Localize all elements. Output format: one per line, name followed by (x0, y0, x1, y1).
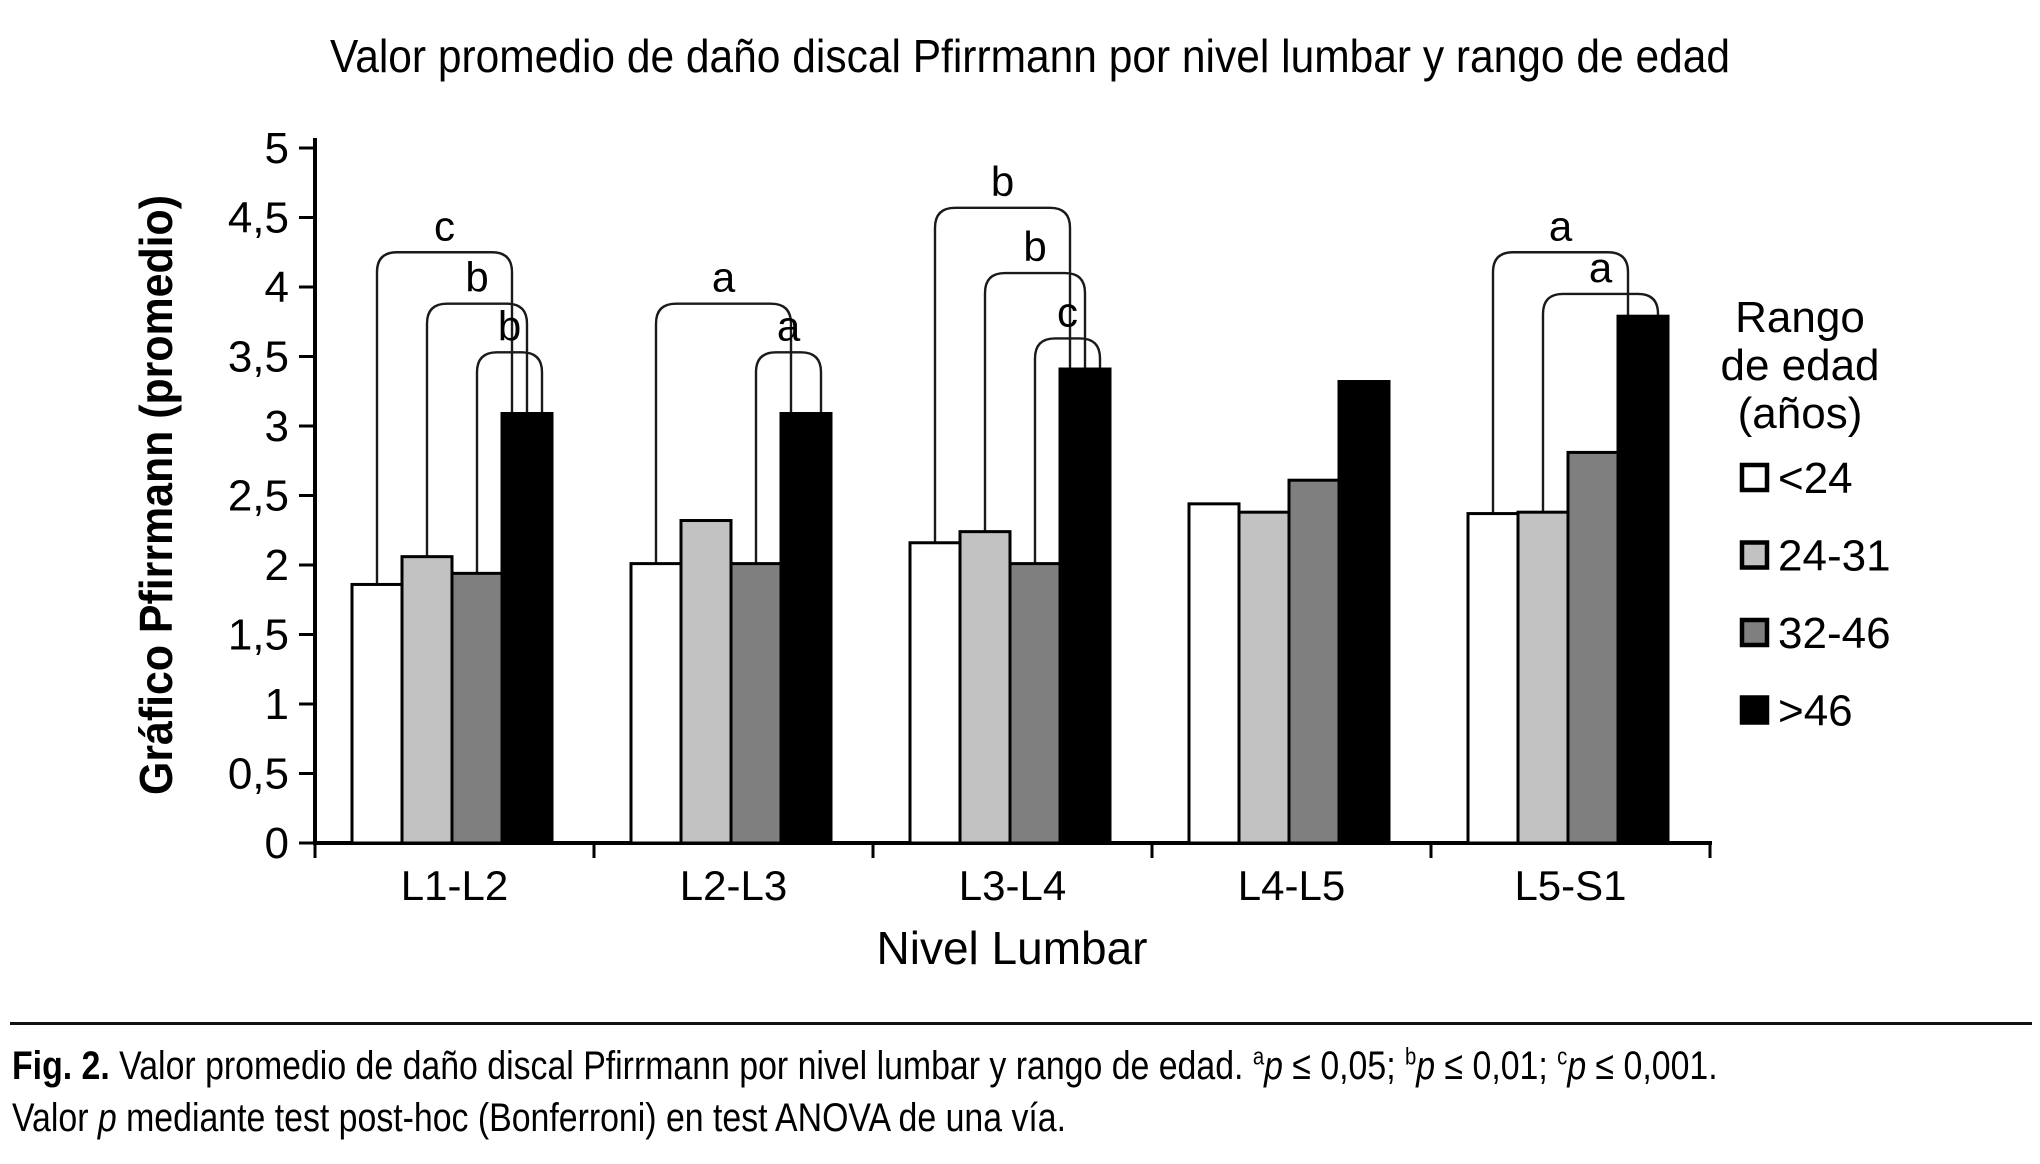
significance-bracket (754, 351, 823, 564)
legend-title-line: (años) (1738, 389, 1863, 438)
bar-L3-L4-24-31 (958, 530, 1012, 845)
legend-marker->46 (1739, 695, 1770, 725)
legend-item-label: <24 (1778, 454, 1853, 503)
legend-marker-<24 (1739, 462, 1770, 493)
legend-marker-24-31 (1739, 540, 1770, 570)
caption-superscript: b (1405, 1043, 1417, 1071)
bracket-significance-label: c (1057, 288, 1078, 335)
bar-L5-S1-<24 (1466, 512, 1520, 845)
bar-L4-L5-32-46 (1287, 478, 1341, 845)
bracket-significance-label: a (1589, 244, 1613, 291)
y-tick-label: 1,5 (228, 611, 289, 660)
bar-L2-L3-24-31 (679, 519, 733, 845)
y-tick-label: 2 (265, 541, 289, 590)
y-tick-label: 0,5 (228, 750, 289, 799)
caption-divider (10, 1022, 2032, 1025)
significance-bracket (375, 251, 514, 585)
caption-segment: p (97, 1096, 117, 1140)
caption-segment: Valor promedio de daño discal Pfirrmann … (109, 1044, 1253, 1088)
y-tick-label: 2,5 (228, 472, 289, 521)
legend-item-label: 32-46 (1778, 609, 1891, 658)
caption-segment: p (1416, 1044, 1436, 1088)
caption-segment: ≤ 0,05; (1282, 1044, 1406, 1088)
bar-L4-L5->46 (1337, 380, 1391, 845)
bracket-significance-label: a (777, 302, 801, 349)
legend-title-line: de edad (1720, 341, 1879, 390)
y-tick-label: 1 (265, 680, 289, 729)
y-tick-label: 4,5 (228, 194, 289, 243)
bracket-significance-label: b (498, 302, 521, 349)
caption-segment: ≤ 0,01; (1435, 1044, 1558, 1088)
caption-segment: p (1567, 1044, 1587, 1088)
y-tick-label: 4 (265, 263, 289, 312)
caption-segment: p (1264, 1044, 1283, 1088)
bar-L3-L4-32-46 (1008, 562, 1062, 845)
significance-bracket (983, 271, 1087, 532)
bracket-significance-label: b (1023, 223, 1046, 270)
bar-L2-L3->46 (779, 411, 833, 845)
bar-L3-L4->46 (1058, 367, 1112, 845)
x-category-label: L3-L4 (959, 862, 1066, 909)
bar-L2-L3-<24 (629, 562, 683, 845)
caption-superscript: a (1252, 1043, 1265, 1071)
y-tick-label: 5 (265, 124, 289, 173)
x-category-label: L2-L3 (680, 862, 787, 909)
significance-bracket (425, 302, 529, 557)
caption-segment: ≤ 0,001. (1586, 1044, 1718, 1088)
caption-segment: Valor (12, 1096, 98, 1140)
x-category-label: L1-L2 (401, 862, 508, 909)
x-category-label: L5-S1 (1514, 862, 1626, 909)
bracket-significance-label: b (991, 158, 1014, 205)
pfirrmann-bar-chart: Valor promedio de daño discal Pfirrmann … (130, 30, 1891, 974)
x-axis-title: Nivel Lumbar (877, 922, 1148, 974)
bar-L1-L2-<24 (350, 582, 404, 845)
bar-L1-L2->46 (500, 411, 554, 845)
figure-caption-text: Fig. 2. Valor promedio de daño discal Pf… (12, 1040, 2036, 1144)
bar-L5-S1->46 (1616, 314, 1670, 845)
bracket-significance-label: a (1549, 202, 1573, 249)
significance-bracket (475, 351, 544, 574)
bar-L1-L2-32-46 (450, 571, 504, 845)
legend-item-label: >46 (1778, 687, 1853, 736)
y-tick-label: 0 (265, 819, 289, 868)
legend-item-label: 24-31 (1778, 532, 1891, 581)
bar-L3-L4-<24 (908, 541, 962, 845)
legend-marker-32-46 (1739, 617, 1770, 648)
x-category-label: L4-L5 (1238, 862, 1345, 909)
significance-bracket (1491, 251, 1630, 514)
significance-bracket (654, 302, 793, 564)
y-axis-title: Gráfico Pfirrmann (promedio) (130, 195, 182, 795)
bar-L5-S1-24-31 (1516, 510, 1570, 845)
bar-L1-L2-24-31 (400, 555, 454, 845)
y-tick-label: 3 (265, 402, 289, 451)
bar-L4-L5-24-31 (1237, 510, 1291, 845)
chart-title: Valor promedio de daño discal Pfirrmann … (330, 30, 1730, 82)
legend-title-line: Rango (1735, 293, 1865, 342)
significance-bracket (1541, 292, 1660, 513)
significance-bracket (1033, 337, 1102, 564)
caption-superscript: c (1557, 1043, 1568, 1071)
bracket-significance-label: b (465, 254, 488, 301)
caption-segment: Fig. 2. (12, 1044, 110, 1088)
bar-L5-S1-32-46 (1566, 450, 1620, 845)
bar-L2-L3-32-46 (729, 562, 783, 845)
significance-bracket (933, 206, 1072, 543)
y-tick-label: 3,5 (228, 333, 289, 382)
bar-L4-L5-<24 (1187, 502, 1241, 845)
bracket-significance-label: c (434, 202, 455, 249)
caption-segment: mediante test post-hoc (Bonferroni) en t… (116, 1096, 1067, 1140)
bracket-significance-label: a (712, 254, 736, 301)
